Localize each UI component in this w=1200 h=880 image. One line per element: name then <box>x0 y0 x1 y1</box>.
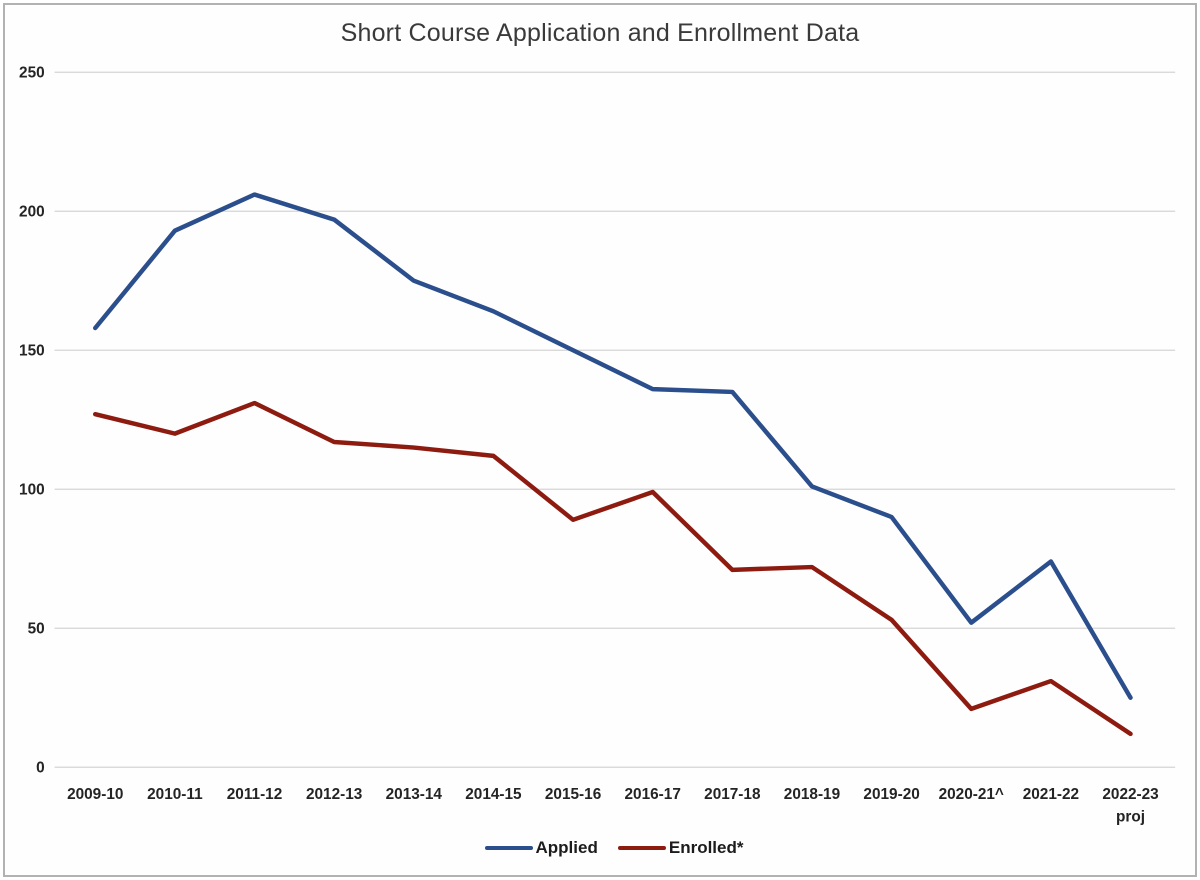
x-axis-tick-label: 2014-15 <box>465 786 522 803</box>
x-axis-tick-label: 2012-13 <box>306 786 362 803</box>
chart-title: Short Course Application and Enrollment … <box>340 19 860 47</box>
x-axis-tick-label: 2022-23 proj <box>1102 786 1158 826</box>
x-axis-tick-label: 2016-17 <box>625 786 681 803</box>
x-axis-tick-label: 2017-18 <box>704 786 761 803</box>
x-axis-tick-label: 2010-11 <box>147 786 203 803</box>
y-axis-tick-label: 200 <box>19 204 45 221</box>
chart-frame: Short Course Application and Enrollment … <box>3 3 1197 877</box>
y-axis-tick-label: 0 <box>36 760 45 777</box>
x-axis-tick-label: 2018-19 <box>784 786 840 803</box>
x-axis-tick-label: 2009-10 <box>67 786 123 803</box>
y-axis-tick-label: 100 <box>19 482 45 499</box>
chart-plot-area: 0 50 100 150 200 250 2009-10 2010-11 2011-12 2012… <box>19 65 1176 826</box>
enrolled-legend-label: Enrolled* <box>668 838 744 857</box>
legend: Applied Enrolled* <box>5 838 1195 858</box>
y-axis-tick-label: 50 <box>28 621 45 638</box>
x-axis-tick-label: 2020-21^ <box>939 786 1004 803</box>
y-axis-tick-label: 150 <box>19 343 45 360</box>
legend-entry-enrolled: Enrolled* <box>617 838 744 858</box>
x-axis-tick-label: 2021-22 <box>1023 786 1079 803</box>
applied-legend-label: Applied <box>535 838 598 857</box>
x-axis-tick-label: 2015-16 <box>545 786 601 803</box>
enrolled-line-swatch-icon <box>617 845 666 851</box>
x-axis-tick-label: 2013-14 <box>386 786 443 803</box>
legend-entry-applied: Applied <box>484 838 598 858</box>
x-axis-tick-label: 2019-20 <box>863 786 919 803</box>
applied-series-line <box>93 192 1133 700</box>
y-axis-tick-label: 250 <box>19 65 45 82</box>
x-axis-tick-label: 2011-12 <box>227 786 283 803</box>
enrolled-series-line <box>93 400 1133 737</box>
applied-line-swatch-icon <box>484 845 533 851</box>
